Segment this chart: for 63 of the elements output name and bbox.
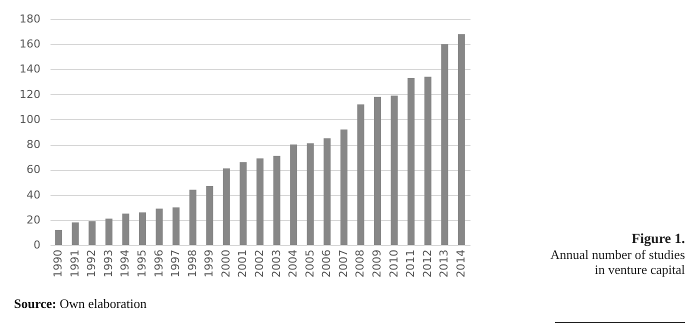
- x-tick-label: 1992: [85, 250, 98, 278]
- bar: [122, 214, 130, 245]
- bar: [424, 76, 432, 245]
- bar: [306, 143, 314, 245]
- bar: [256, 158, 264, 245]
- y-tick-label: 160: [20, 38, 40, 51]
- x-tick-label: 1999: [202, 250, 216, 278]
- text: Figure 1.: [630, 232, 685, 247]
- bar: [273, 156, 280, 245]
- y-tick-label: 80: [26, 138, 40, 152]
- x-tick-label: 1995: [135, 250, 148, 278]
- x-tick-label: 1996: [152, 250, 166, 278]
- x-tick-label: 1994: [118, 250, 132, 278]
- bar: [88, 221, 96, 245]
- x-tick-label: 1993: [102, 250, 115, 278]
- bar: [55, 230, 62, 245]
- bar: [72, 222, 79, 245]
- text: Annual number of studies in venture capital: [549, 247, 685, 277]
- bar: [156, 208, 163, 245]
- bar: [340, 129, 348, 245]
- x-tick-label: 2010: [387, 250, 400, 278]
- bar: [357, 104, 364, 245]
- bar: [105, 218, 112, 245]
- x-tick-label: 2014: [454, 250, 468, 278]
- x-tick-label: 2001: [236, 250, 250, 278]
- x-tick-label: 1990: [52, 250, 65, 278]
- bar: [324, 138, 331, 245]
- bar: [390, 96, 398, 245]
- x-tick-label: 2007: [336, 250, 350, 278]
- bar: [240, 162, 247, 245]
- x-tick-label: 2002: [253, 250, 266, 278]
- bar: [222, 168, 230, 245]
- bar: [290, 144, 298, 245]
- bar: [408, 78, 415, 245]
- y-tick-label: 120: [20, 88, 40, 101]
- x-tick-label: 2006: [320, 250, 334, 278]
- bar: [138, 212, 146, 245]
- y-tick-label: 0: [34, 238, 40, 252]
- y-tick-label: 20: [26, 213, 40, 226]
- y-tick-label: 100: [20, 112, 40, 126]
- bar: [374, 96, 382, 245]
- bar: [189, 190, 196, 245]
- x-tick-label: 2004: [286, 250, 300, 278]
- x-tick-label: 2008: [354, 250, 367, 278]
- bar: [441, 44, 448, 245]
- y-tick-label: 180: [20, 12, 40, 26]
- x-tick-label: 2011: [404, 250, 418, 278]
- x-tick-label: 2013: [438, 250, 451, 278]
- x-tick-label: 2005: [303, 250, 316, 278]
- x-tick-label: 1991: [68, 250, 82, 278]
- y-tick-label: 140: [20, 62, 40, 76]
- y-tick-label: 40: [26, 188, 40, 202]
- x-tick-label: 2009: [370, 250, 384, 278]
- bar: [458, 34, 465, 245]
- x-tick-label: 2003: [270, 250, 283, 278]
- x-tick-label: 2000: [219, 250, 232, 278]
- x-tick-label: 1997: [169, 250, 182, 278]
- x-tick-label: 1998: [186, 250, 199, 278]
- bar: [206, 186, 214, 245]
- y-tick-label: 60: [26, 163, 40, 176]
- x-tick-label: 2012: [420, 250, 434, 278]
- bar: [172, 207, 180, 245]
- source-note: Source: Own elaboration: [14, 296, 147, 312]
